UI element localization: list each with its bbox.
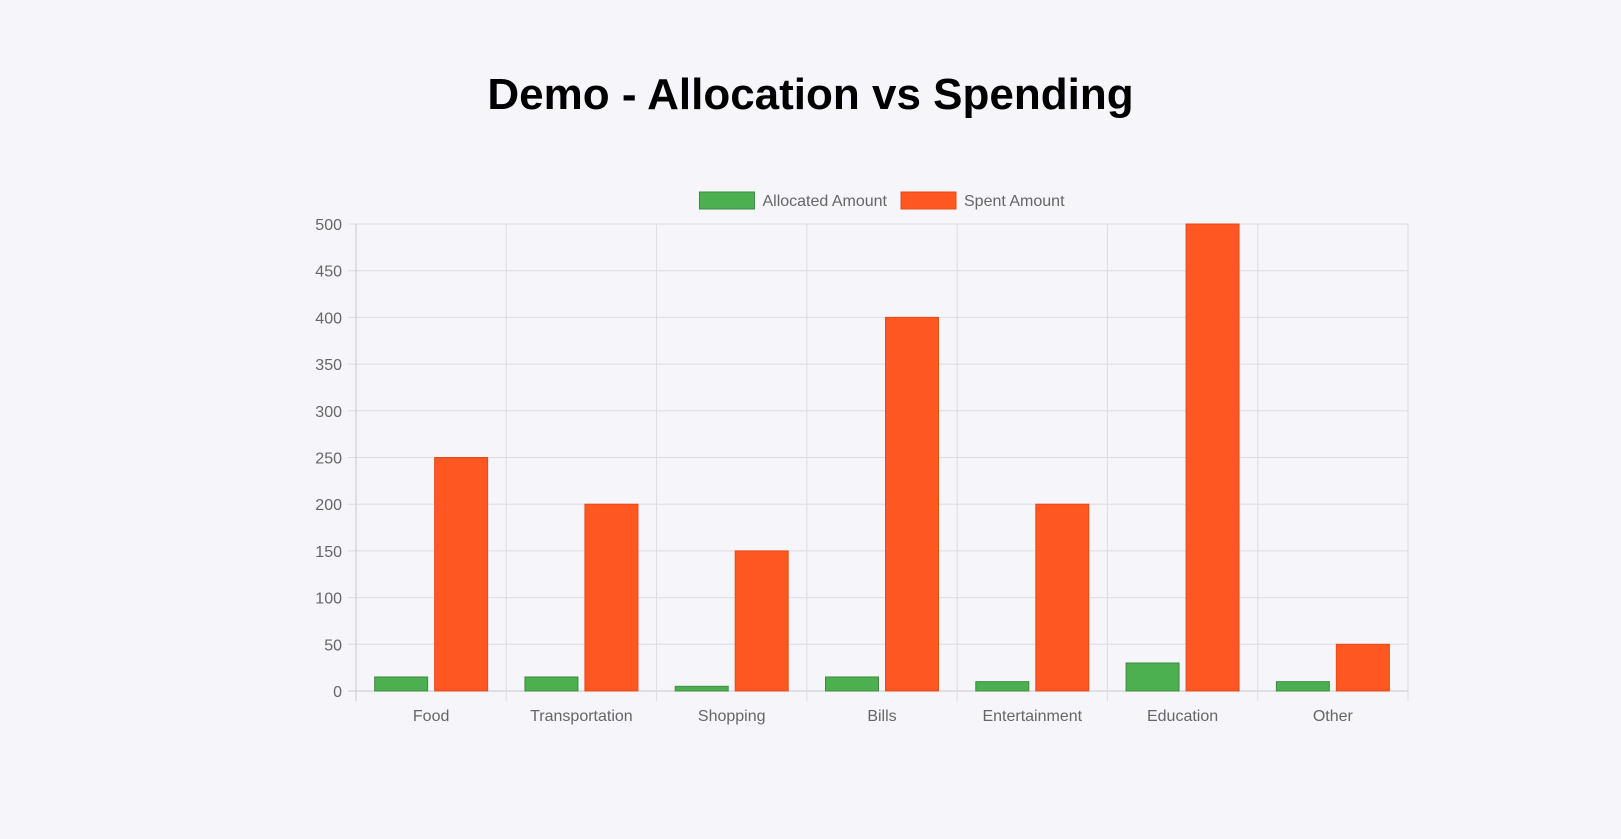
x-tick-label: Food xyxy=(413,708,449,725)
grid xyxy=(348,223,1409,701)
y-tick-label: 350 xyxy=(315,357,342,374)
spent-bar-education[interactable] xyxy=(1185,223,1240,692)
allocated-bar-education[interactable] xyxy=(1125,662,1180,692)
spent-bar-food[interactable] xyxy=(434,457,489,692)
y-axis: 0 50 100 150 200 250 300 350 400 450 500 xyxy=(315,217,342,701)
legend[interactable]: Allocated Amount Spent Amount xyxy=(698,191,1065,210)
x-tick-label: Shopping xyxy=(698,708,766,725)
allocated-bar-transportation[interactable] xyxy=(524,676,579,692)
legend-label: Allocated Amount xyxy=(762,193,887,210)
y-tick-label: 450 xyxy=(315,264,342,281)
x-tick-label: Entertainment xyxy=(982,708,1082,725)
x-tick-label: Other xyxy=(1313,708,1354,725)
allocated-bar-food[interactable] xyxy=(374,676,429,692)
allocated-bar-other[interactable] xyxy=(1275,681,1330,692)
allocated-bar-shopping[interactable] xyxy=(674,685,729,692)
legend-label: Spent Amount xyxy=(964,193,1065,210)
legend-swatch xyxy=(698,191,755,210)
y-tick-label: 300 xyxy=(315,404,342,421)
y-tick-label: 100 xyxy=(315,591,342,608)
y-tick-label: 250 xyxy=(315,451,342,468)
x-tick-label: Bills xyxy=(867,708,896,725)
x-tick-label: Transportation xyxy=(530,708,633,725)
allocated-bar-entertainment[interactable] xyxy=(975,681,1030,692)
spent-bar-shopping[interactable] xyxy=(734,550,789,692)
legend-item-allocated[interactable]: Allocated Amount xyxy=(698,191,888,210)
x-axis: Food Transportation Shopping Bills Entertain… xyxy=(413,708,1354,725)
y-tick-label: 150 xyxy=(315,544,342,561)
x-tick-label: Education xyxy=(1147,708,1218,725)
y-tick-label: 50 xyxy=(324,637,342,654)
y-tick-label: 500 xyxy=(315,217,342,234)
spent-bar-other[interactable] xyxy=(1335,643,1390,692)
legend-item-spent[interactable]: Spent Amount xyxy=(900,191,1065,210)
allocated-bar-bills[interactable] xyxy=(825,676,879,692)
bars xyxy=(374,223,1390,692)
y-tick-label: 400 xyxy=(315,310,342,327)
spent-bar-bills[interactable] xyxy=(885,316,939,692)
spent-bar-entertainment[interactable] xyxy=(1035,503,1090,692)
y-tick-label: 200 xyxy=(315,497,342,514)
chart-title: Demo - Allocation vs Spending xyxy=(487,70,1134,119)
spent-bar-transportation[interactable] xyxy=(584,503,639,692)
legend-swatch xyxy=(900,191,957,210)
y-tick-label: 0 xyxy=(333,684,342,701)
